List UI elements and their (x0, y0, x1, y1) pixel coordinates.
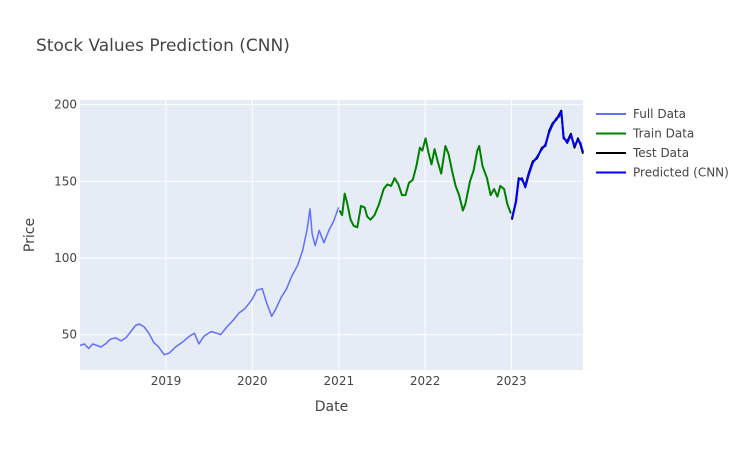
legend-item[interactable]: Test Data (596, 146, 689, 160)
y-tick-label: 100 (54, 251, 77, 265)
x-tick-label: 2022 (410, 374, 441, 388)
series-line (510, 111, 584, 219)
series-lines (79, 109, 584, 356)
legend-item[interactable]: Train Data (596, 127, 694, 141)
legend-label: Predicted (CNN) (633, 166, 729, 180)
legend[interactable]: Full Data Train Data Test Data Predicted (C… (596, 107, 729, 180)
y-tick-label: 150 (54, 174, 77, 188)
legend-label: Full Data (633, 107, 686, 121)
plot-area (80, 100, 583, 370)
gridlines (80, 100, 583, 370)
y-tick-label: 200 (54, 98, 77, 112)
legend-item[interactable]: Full Data (596, 107, 686, 121)
series-line (338, 137, 512, 229)
x-tick-label: 2023 (496, 374, 527, 388)
y-axis-ticks: 50 100 150 200 (54, 98, 77, 342)
y-tick-label: 50 (62, 328, 77, 342)
x-tick-label: 2021 (324, 374, 355, 388)
x-tick-label: 2019 (151, 374, 182, 388)
chart-title: Stock Values Prediction (CNN) (36, 36, 290, 56)
legend-label: Train Data (632, 127, 694, 141)
x-axis-title: Date (315, 399, 348, 415)
x-axis-ticks: 2019 2020 2021 2022 2023 (151, 374, 527, 388)
legend-label: Test Data (632, 146, 689, 160)
x-tick-label: 2020 (237, 374, 268, 388)
series-line (79, 207, 340, 356)
y-axis-title: Price (22, 218, 38, 252)
legend-item[interactable]: Predicted (CNN) (596, 166, 729, 180)
